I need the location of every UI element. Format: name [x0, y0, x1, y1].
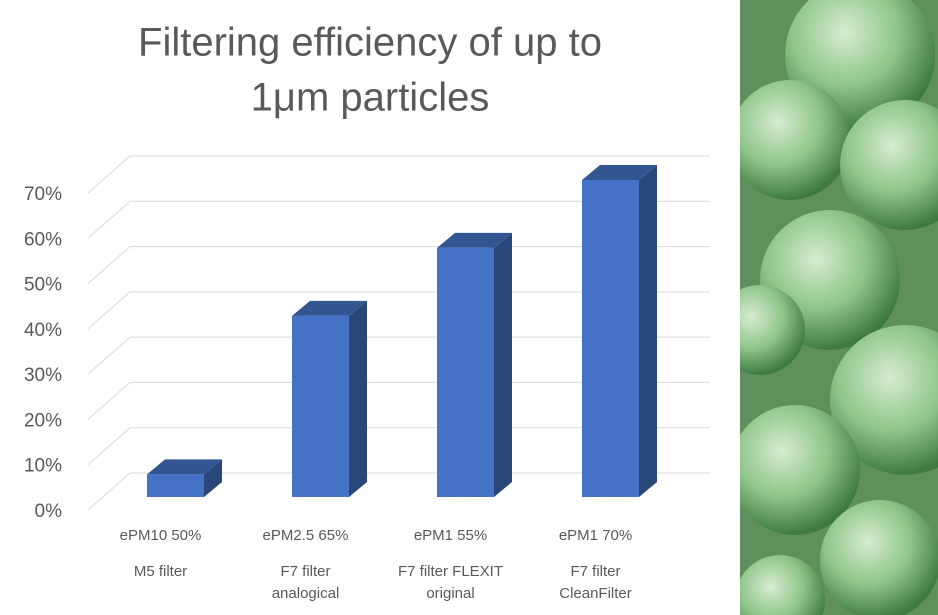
x-tick-label: analogical	[272, 585, 340, 602]
x-tick-label: M5 filter	[134, 563, 187, 580]
grid-line	[87, 246, 710, 284]
y-tick-label: 0%	[35, 501, 63, 522]
bar-top	[582, 165, 657, 180]
x-tick-label: F7 filter FLEXIT	[398, 563, 503, 580]
grid-line	[87, 291, 710, 330]
y-tick-label: 30%	[24, 365, 62, 386]
grid-line	[87, 155, 710, 194]
chart-title: 1μm particles	[251, 76, 490, 120]
bar-side	[349, 300, 367, 497]
bar-side	[204, 459, 222, 497]
bar-top	[437, 232, 512, 248]
x-tick-label: original	[426, 585, 474, 602]
bar-top	[292, 300, 367, 316]
bar-side	[639, 165, 657, 497]
y-tick-label: 10%	[24, 456, 62, 477]
grid-line	[87, 472, 710, 511]
x-tick-label: ePM1 55%	[414, 527, 487, 544]
y-tick-label: 40%	[24, 320, 62, 341]
y-tick-label: 50%	[24, 275, 62, 296]
x-tick-label: CleanFilter	[559, 585, 632, 602]
chart-title: Filtering efficiency of up to	[138, 21, 602, 65]
grid-line	[87, 200, 710, 239]
y-tick-label: 70%	[24, 184, 62, 205]
grid-line	[87, 427, 710, 466]
bar	[147, 474, 204, 497]
bar-side	[494, 232, 512, 497]
x-tick-label: ePM2.5 65%	[263, 527, 349, 544]
x-tick-label: ePM10 50%	[120, 527, 202, 544]
bar	[582, 180, 639, 497]
bar	[292, 315, 349, 497]
x-tick-label: F7 filter	[570, 563, 620, 580]
x-tick-label: F7 filter	[280, 563, 330, 580]
y-tick-label: 60%	[24, 229, 62, 250]
particle-photo	[740, 0, 938, 615]
y-tick-label: 20%	[24, 410, 62, 431]
grid-line	[87, 336, 710, 375]
bar-top	[147, 459, 222, 475]
bar	[437, 247, 494, 497]
grid-line	[87, 381, 710, 420]
x-tick-label: ePM1 70%	[559, 527, 632, 544]
